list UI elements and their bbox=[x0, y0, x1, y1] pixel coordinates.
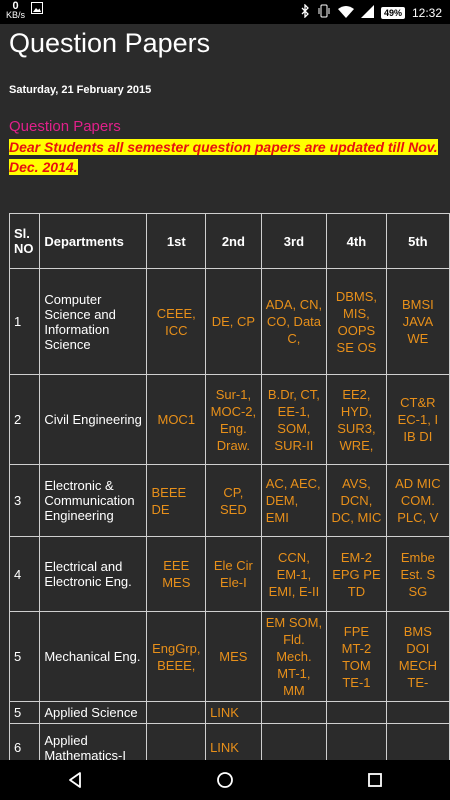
row-sl: 5 bbox=[8, 611, 41, 702]
post-title[interactable]: Question Papers bbox=[9, 118, 121, 135]
row-1st-papers[interactable]: BEEE DE bbox=[146, 464, 207, 537]
header-2nd: 2nd bbox=[205, 213, 262, 269]
post-date: Saturday, 21 February 2015 bbox=[9, 84, 152, 96]
header-3rd: 3rd bbox=[260, 213, 328, 269]
row-3rd-papers[interactable]: CCN, EM-1, EMI, E-II bbox=[260, 536, 328, 612]
row-4th-papers bbox=[326, 701, 387, 724]
gallery-icon bbox=[31, 2, 44, 17]
row-1st-papers[interactable]: MOC1 bbox=[146, 374, 207, 465]
row-department: Computer Science and Information Science bbox=[39, 268, 148, 375]
table-row: 3 Electronic & Communication Engineering… bbox=[8, 464, 450, 537]
vibrate-icon bbox=[317, 4, 331, 21]
row-1st-papers bbox=[146, 701, 207, 724]
notice-highlight: Dear Students all semester question pape… bbox=[9, 139, 438, 175]
row-department: Applied Science bbox=[39, 701, 148, 724]
status-bar: 0 KB/s 49% 12:32 bbox=[0, 0, 450, 24]
row-4th-papers[interactable]: FPE MT-2 TOM TE-1 bbox=[326, 611, 387, 702]
row-3rd-papers[interactable]: AC, AEC, DEM, EMI bbox=[260, 464, 328, 537]
header-departments: Departments bbox=[39, 213, 148, 269]
header-1st: 1st bbox=[146, 213, 207, 269]
row-4th-papers[interactable]: EE2, HYD, SUR3, WRE, bbox=[326, 374, 387, 465]
table-row: 4 Electrical and Electronic Eng. EEE MES… bbox=[8, 536, 450, 612]
row-2nd-papers: LINK bbox=[205, 723, 262, 760]
question-papers-table: Sl. NO Departments 1st 2nd 3rd 4th 5th 1… bbox=[8, 213, 450, 760]
battery-icon: 49% bbox=[380, 6, 405, 19]
table-row: 1 Computer Science and Information Scien… bbox=[8, 268, 450, 375]
row-3rd-papers[interactable]: ADA, CN, CO, Data C, bbox=[260, 268, 328, 375]
page-title: Question Papers bbox=[9, 28, 211, 58]
header-sl-no: Sl. NO bbox=[8, 213, 41, 269]
home-icon[interactable] bbox=[205, 760, 245, 800]
row-5th-papers[interactable]: CT&R EC-1, I IB DI bbox=[385, 374, 450, 465]
row-sl: 4 bbox=[8, 536, 41, 612]
row-department: Electrical and Electronic Eng. bbox=[39, 536, 148, 612]
applied-science-link[interactable]: LINK bbox=[210, 705, 239, 720]
row-2nd-papers[interactable]: MES bbox=[205, 611, 262, 702]
row-1st-papers[interactable]: EEE MES bbox=[146, 536, 207, 612]
row-1st-papers[interactable]: CEEE, ICC bbox=[146, 268, 207, 375]
row-department: Civil Engineering bbox=[39, 374, 148, 465]
applied-mathematics-link[interactable]: LINK bbox=[210, 740, 239, 755]
back-icon[interactable] bbox=[55, 760, 95, 800]
row-sl: 5 bbox=[8, 701, 41, 724]
row-2nd-papers[interactable]: Ele Cir Ele-I bbox=[205, 536, 262, 612]
row-3rd-papers[interactable]: EM SOM, Fld. Mech. MT-1, MM bbox=[260, 611, 328, 702]
network-speed-value: 0 bbox=[12, 0, 19, 12]
page-content: Question Papers Saturday, 21 February 20… bbox=[0, 24, 450, 760]
row-department: Applied Mathematics-I bbox=[39, 723, 148, 760]
row-sl: 3 bbox=[8, 464, 41, 537]
row-3rd-papers[interactable]: B.Dr, CT, EE-1, SOM, SUR-II bbox=[260, 374, 328, 465]
wifi-icon bbox=[337, 5, 354, 21]
header-5th: 5th bbox=[385, 213, 450, 269]
clock: 12:32 bbox=[411, 5, 442, 20]
row-1st-papers[interactable]: EngGrp, BEEE, bbox=[146, 611, 207, 702]
row-5th-papers bbox=[385, 701, 450, 724]
table-row: 5 Applied Science LINK bbox=[8, 701, 450, 724]
row-5th-papers bbox=[385, 723, 450, 760]
row-2nd-papers[interactable]: DE, CP bbox=[205, 268, 262, 375]
row-5th-papers[interactable]: AD MIC COM. PLC, V bbox=[385, 464, 450, 537]
row-2nd-papers[interactable]: Sur-1, MOC-2, Eng. Draw. bbox=[205, 374, 262, 465]
signal-icon bbox=[360, 4, 374, 21]
row-department: Mechanical Eng. bbox=[39, 611, 148, 702]
row-5th-papers[interactable]: Embe Est. S SG bbox=[385, 536, 450, 612]
row-5th-papers[interactable]: BMS DOI MECH TE- bbox=[385, 611, 450, 702]
network-speed-unit: KB/s bbox=[6, 10, 26, 20]
row-2nd-papers[interactable]: CP, SED bbox=[205, 464, 262, 537]
navigation-bar bbox=[0, 760, 450, 800]
bluetooth-icon bbox=[301, 3, 310, 21]
table-header-row: Sl. NO Departments 1st 2nd 3rd 4th 5th bbox=[8, 213, 450, 269]
network-speed: 0 KB/s bbox=[6, 0, 26, 20]
row-5th-papers[interactable]: BMSI JAVA WE bbox=[385, 268, 450, 375]
row-4th-papers[interactable]: AVS, DCN, DC, MIC bbox=[326, 464, 387, 537]
row-3rd-papers bbox=[260, 723, 328, 760]
row-4th-papers bbox=[326, 723, 387, 760]
row-3rd-papers bbox=[260, 701, 328, 724]
recents-icon[interactable] bbox=[355, 760, 395, 800]
row-4th-papers[interactable]: EM-2 EPG PE TD bbox=[326, 536, 387, 612]
notice-text: Dear Students all semester question pape… bbox=[9, 137, 439, 177]
row-4th-papers[interactable]: DBMS, MIS, OOPS SE OS bbox=[326, 268, 387, 375]
row-2nd-papers: LINK bbox=[205, 701, 262, 724]
row-department: Electronic & Communication Engineering bbox=[39, 464, 148, 537]
row-sl: 1 bbox=[8, 268, 41, 375]
header-4th: 4th bbox=[326, 213, 387, 269]
table-row: 5 Mechanical Eng. EngGrp, BEEE, MES EM S… bbox=[8, 611, 450, 702]
row-1st-papers bbox=[146, 723, 207, 760]
table-row: 2 Civil Engineering MOC1 Sur-1, MOC-2, E… bbox=[8, 374, 450, 465]
row-sl: 2 bbox=[8, 374, 41, 465]
table-row: 6 Applied Mathematics-I LINK bbox=[8, 723, 450, 760]
row-sl: 6 bbox=[8, 723, 41, 760]
